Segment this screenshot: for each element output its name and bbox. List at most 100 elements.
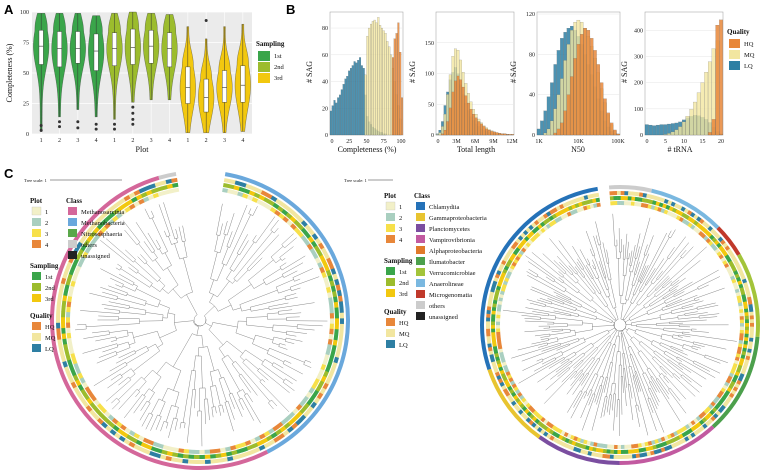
tree-ring-cell	[641, 447, 647, 453]
tree-branch	[569, 340, 580, 345]
tree-branch	[137, 271, 153, 284]
tree-ring-cell	[225, 451, 233, 457]
tree-branch	[650, 381, 657, 393]
tree-ring-cell	[282, 216, 290, 223]
b1-bar-mq	[371, 21, 374, 136]
tree-branch	[593, 235, 607, 278]
b4-bar-hq	[711, 119, 716, 136]
tree-ring-cell	[289, 216, 297, 223]
tree-connector	[609, 335, 611, 337]
tree-ring-cell	[743, 337, 749, 342]
tree-branch	[593, 336, 611, 359]
tree-connector	[152, 257, 158, 262]
tree-ring-cell	[329, 318, 334, 325]
tree-connector	[238, 373, 242, 376]
b3-bar-hq	[556, 128, 561, 136]
tree-ring-cell	[716, 401, 722, 408]
tree-branch	[89, 292, 117, 300]
tree-ring-cell	[596, 202, 601, 208]
tree-ring-cell	[703, 235, 709, 242]
tree-ring-cell	[731, 278, 737, 284]
tree-ring-cell	[584, 199, 590, 205]
tree-ring-cell	[267, 427, 275, 435]
tree-connector	[598, 244, 601, 246]
tree-ring-cell	[112, 208, 120, 215]
tree-ring-cell	[62, 295, 68, 302]
b2-x-tick: 3M	[452, 139, 461, 145]
tree-connector	[667, 257, 670, 260]
tree-ring-cell	[486, 309, 491, 315]
b4-bar-lq	[644, 124, 649, 136]
b1-bar-lq	[357, 60, 360, 136]
tree-connector	[157, 300, 161, 308]
tree-branch	[270, 246, 284, 258]
tree-ring-cell	[325, 269, 332, 277]
tree-ring-cell	[260, 201, 268, 208]
tree-ring-cell	[520, 232, 526, 239]
b2-x-tick: 0	[437, 139, 440, 145]
tree-ring-cell	[710, 228, 716, 235]
tree-connector	[174, 237, 179, 240]
tree-ring-cell	[265, 435, 273, 442]
tree-connector	[660, 333, 663, 339]
violin-y-tick: 100	[20, 10, 29, 16]
tree-ring-cell	[693, 417, 699, 424]
tree-branch	[680, 376, 700, 393]
tree-branch	[231, 363, 241, 375]
tree-branch	[117, 341, 129, 346]
tree-ring-cell	[71, 357, 78, 365]
legend-label-1st: 1st	[274, 53, 282, 60]
tree-branch	[247, 393, 253, 403]
tree-branch	[667, 230, 672, 237]
tree-ring-cell	[210, 459, 217, 464]
tree-branch	[128, 267, 137, 274]
tree-branch	[551, 302, 576, 311]
tree-ring-cell	[75, 367, 82, 375]
tree-class-arc	[608, 185, 653, 193]
tree-ring-cell	[125, 434, 133, 441]
quality-swatch-mq	[729, 50, 740, 59]
tree-ring-cell	[545, 223, 552, 229]
tree-ring-cell	[741, 351, 747, 356]
tree-ring-cell	[684, 220, 690, 226]
tree-branch	[614, 335, 618, 345]
tree-branch	[677, 356, 716, 378]
tree-branch	[100, 287, 127, 296]
tree-branch	[634, 371, 641, 392]
tree-branch	[117, 263, 122, 268]
tree-branch	[584, 329, 608, 340]
tree-branch	[174, 243, 180, 260]
tree-ring-cell	[577, 443, 583, 449]
tree-branch	[572, 372, 588, 395]
tree-ring-cell	[133, 432, 140, 439]
tree-class-arc	[737, 253, 761, 338]
violin-x-tick: 2	[131, 138, 134, 144]
tree-ring-cell	[328, 355, 335, 363]
tree-branch	[674, 291, 685, 297]
tree-branch	[259, 381, 290, 413]
tree-ring-cell	[281, 209, 289, 216]
tree-ring-cell	[161, 449, 168, 455]
tree-branch	[699, 316, 718, 319]
tree-branch	[616, 399, 618, 418]
tree-ring-cell	[606, 444, 611, 449]
quality-legend-title: Quality	[727, 28, 750, 36]
tree-branch	[630, 346, 645, 374]
tree-connector	[590, 389, 593, 391]
tree-branch	[281, 255, 306, 271]
tree-branch	[598, 261, 605, 279]
tree-ring-cell	[59, 349, 65, 357]
left-class-label-methanobacteria: Methanobacteria	[81, 220, 125, 227]
tree-ring-cell	[587, 451, 592, 456]
left-quality-label-hq: HQ	[45, 324, 55, 331]
tree-branch	[629, 354, 636, 372]
violin-box	[240, 65, 246, 103]
tree-branch	[638, 265, 647, 282]
tree-ring-cell	[188, 454, 195, 459]
tree-ring-cell	[522, 229, 529, 236]
tree-branch	[666, 295, 698, 308]
tree-ring-cell	[737, 280, 743, 286]
tree-ring-cell	[68, 290, 74, 297]
tree-branch	[540, 318, 556, 320]
